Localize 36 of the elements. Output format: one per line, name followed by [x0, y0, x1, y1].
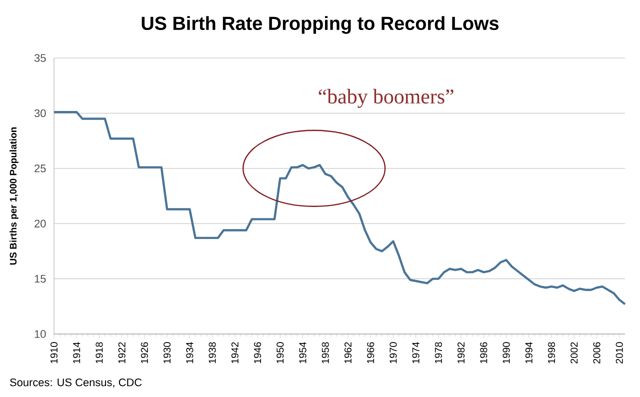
x-tick-label: 1950 [276, 342, 284, 364]
x-tick-label: 1934 [186, 342, 194, 364]
x-tick-label: 1966 [367, 342, 374, 364]
y-tick-label: 30 [34, 109, 46, 118]
x-tick-label: 1962 [344, 342, 352, 364]
x-tick-label: 1930 [164, 342, 171, 364]
y-axis-title: US Births per 1,000 Population [10, 127, 18, 265]
y-tick-label: 20 [34, 220, 46, 228]
chart-title: US Birth Rate Dropping to Record Lows [142, 16, 499, 34]
x-tick-label: 2002 [570, 342, 578, 364]
x-tick-label: 1910 [50, 342, 58, 364]
x-tick-label: 1914 [73, 342, 80, 364]
y-tick-label: 35 [34, 54, 46, 62]
x-tick-label: 1954 [299, 342, 306, 364]
x-tick-label: 1942 [231, 342, 238, 364]
x-tick-label: 1946 [254, 342, 262, 364]
x-tick-label: 1922 [118, 342, 126, 364]
y-tick-label: 15 [34, 274, 46, 283]
x-tick-label: 1926 [140, 342, 148, 364]
x-tick-label: 1990 [502, 342, 510, 364]
x-tick-label: 1978 [434, 342, 442, 364]
x-tick-label: 1986 [480, 342, 488, 364]
x-tick-label: 1970 [390, 342, 397, 364]
x-tick-label: 1982 [458, 342, 465, 364]
x-tick-label: 1974 [412, 342, 420, 364]
x-tick-label: 1918 [96, 342, 103, 364]
x-tick-label: 1958 [322, 342, 329, 364]
x-tick-label: 1994 [525, 342, 532, 364]
source-note: Sources: US Census, CDC [10, 378, 142, 388]
x-tick-label: 1938 [208, 342, 216, 364]
x-tick-label: 1998 [548, 342, 556, 364]
y-tick-label: 10 [34, 330, 46, 338]
annotation: “baby boomers” [318, 88, 454, 108]
x-tick-label: 2010 [616, 342, 623, 364]
x-tick-label: 2006 [593, 342, 600, 364]
y-tick-label: 25 [34, 164, 46, 172]
